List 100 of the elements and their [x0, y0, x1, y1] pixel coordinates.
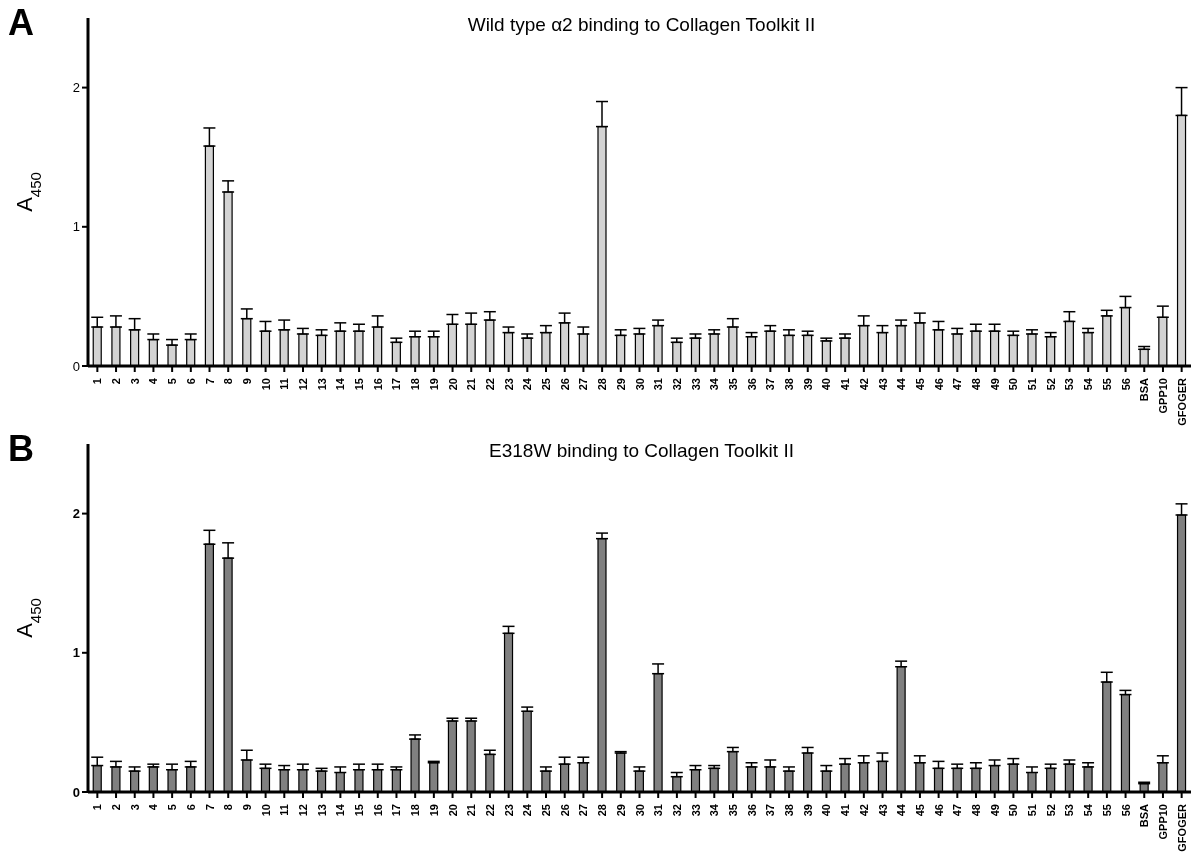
x-tick-label: 21: [465, 804, 478, 817]
x-tick-label: 11: [278, 378, 291, 390]
x-tick-label: 34: [708, 377, 721, 391]
x-tick-label: 18: [409, 378, 422, 391]
x-tick-label: 19: [427, 378, 440, 391]
x-tick-label: 32: [670, 378, 683, 391]
x-tick-label: 23: [502, 804, 515, 817]
x-tick-label: 30: [633, 378, 646, 391]
x-tick-label: 54: [1082, 377, 1095, 391]
x-tick-label: 37: [764, 804, 777, 817]
x-tick-label: 36: [745, 378, 758, 391]
x-tick-label: 3: [128, 378, 141, 385]
x-tick-label: 47: [951, 378, 964, 391]
x-tick-label: 4: [147, 803, 160, 811]
x-tick-label: 18: [409, 804, 422, 817]
x-tick-label: 15: [353, 378, 366, 391]
y-tick-label: 1: [72, 645, 80, 661]
x-tick-label: GFOGER: [1175, 377, 1188, 426]
chart-title: E318W binding to Collagen Toolkit II: [488, 440, 795, 462]
x-tick-label: 24: [521, 377, 534, 391]
x-tick-label: 20: [446, 804, 459, 817]
x-tick-label: 45: [913, 804, 926, 817]
x-tick-label: 5: [166, 804, 179, 811]
x-tick-label: 16: [371, 804, 384, 817]
x-tick-label: 8: [222, 804, 235, 811]
y-tick-label: 1: [72, 219, 80, 235]
x-tick-label: 42: [857, 804, 870, 817]
x-tick-label: 27: [577, 378, 590, 391]
x-tick-label: 35: [726, 378, 739, 391]
x-tick-label: 28: [596, 378, 609, 391]
x-tick-label: 10: [259, 804, 272, 817]
x-tick-label: 10: [259, 378, 272, 391]
x-tick-label: 51: [1026, 804, 1039, 817]
x-tick-label: 6: [184, 804, 197, 811]
x-tick-label: 48: [970, 804, 983, 817]
x-tick-label: 43: [876, 378, 889, 391]
x-tick-label: 13: [315, 378, 328, 391]
x-tick-label: 2: [110, 378, 123, 385]
x-tick-label: 40: [820, 804, 833, 817]
x-tick-label: BSA: [1138, 377, 1151, 402]
x-tick-label: 50: [1007, 378, 1020, 391]
y-tick-label: 0: [72, 784, 80, 800]
x-tick-label: 16: [371, 378, 384, 391]
x-tick-label: 36: [745, 804, 758, 817]
x-tick-label: 7: [203, 378, 216, 385]
x-tick-label: 24: [521, 803, 534, 817]
x-tick-label: 51: [1026, 378, 1039, 391]
x-tick-label: 23: [502, 378, 515, 391]
x-tick-label: 17: [390, 378, 403, 391]
x-tick-label: 43: [876, 804, 889, 817]
x-tick-label: 12: [296, 804, 309, 817]
x-tick-label: 29: [614, 378, 627, 391]
x-tick-label: 17: [390, 804, 403, 817]
x-tick-label: 7: [203, 804, 216, 811]
x-tick-label: 14: [334, 803, 347, 817]
x-tick-label: 12: [296, 378, 309, 391]
x-tick-label: BSA: [1138, 803, 1151, 828]
x-tick-label: 53: [1063, 378, 1076, 391]
x-tick-label: 2: [110, 804, 123, 811]
x-tick-label: 9: [240, 804, 253, 811]
x-tick-label: 52: [1044, 804, 1057, 817]
x-tick-label: GPP10: [1156, 378, 1169, 414]
x-tick-label: 33: [689, 804, 702, 817]
x-tick-label: 42: [857, 378, 870, 391]
x-tick-label: GPP10: [1156, 804, 1169, 840]
x-tick-label: 38: [783, 804, 796, 817]
x-tick-label: 28: [596, 804, 609, 817]
x-tick-label: 25: [540, 378, 553, 391]
x-tick-label: 49: [988, 804, 1001, 817]
x-tick-label: 33: [689, 378, 702, 391]
x-tick-label: 31: [652, 804, 665, 817]
x-tick-label: 32: [670, 804, 683, 817]
x-tick-label: 1: [91, 378, 104, 385]
y-tick-label: 0: [72, 358, 80, 374]
x-tick-label: 31: [652, 378, 665, 391]
x-tick-label: 40: [820, 378, 833, 391]
x-tick-label: 19: [427, 804, 440, 817]
x-tick-label: 50: [1007, 804, 1020, 817]
x-tick-label: 20: [446, 378, 459, 391]
x-tick-label: 48: [970, 378, 983, 391]
x-tick-label: 14: [334, 377, 347, 391]
x-tick-label: 9: [240, 378, 253, 385]
x-tick-label: 26: [558, 804, 571, 817]
x-tick-label: 44: [895, 377, 908, 391]
x-tick-label: 4: [147, 377, 160, 385]
x-tick-label: 27: [577, 804, 590, 817]
x-tick-label: 55: [1100, 378, 1113, 391]
x-tick-label: 15: [353, 804, 366, 817]
x-tick-label: 1: [91, 804, 104, 811]
x-tick-label: 44: [895, 803, 908, 817]
x-tick-label: 22: [483, 378, 496, 391]
x-tick-label: 22: [483, 804, 496, 817]
x-tick-label: 46: [932, 378, 945, 391]
x-tick-label: 56: [1119, 804, 1132, 817]
x-tick-label: 39: [801, 804, 814, 817]
x-tick-label: 37: [764, 378, 777, 391]
x-tick-label: 11: [278, 804, 291, 816]
x-tick-label: 56: [1119, 378, 1132, 391]
x-tick-label: 46: [932, 804, 945, 817]
x-tick-label: 34: [708, 803, 721, 817]
